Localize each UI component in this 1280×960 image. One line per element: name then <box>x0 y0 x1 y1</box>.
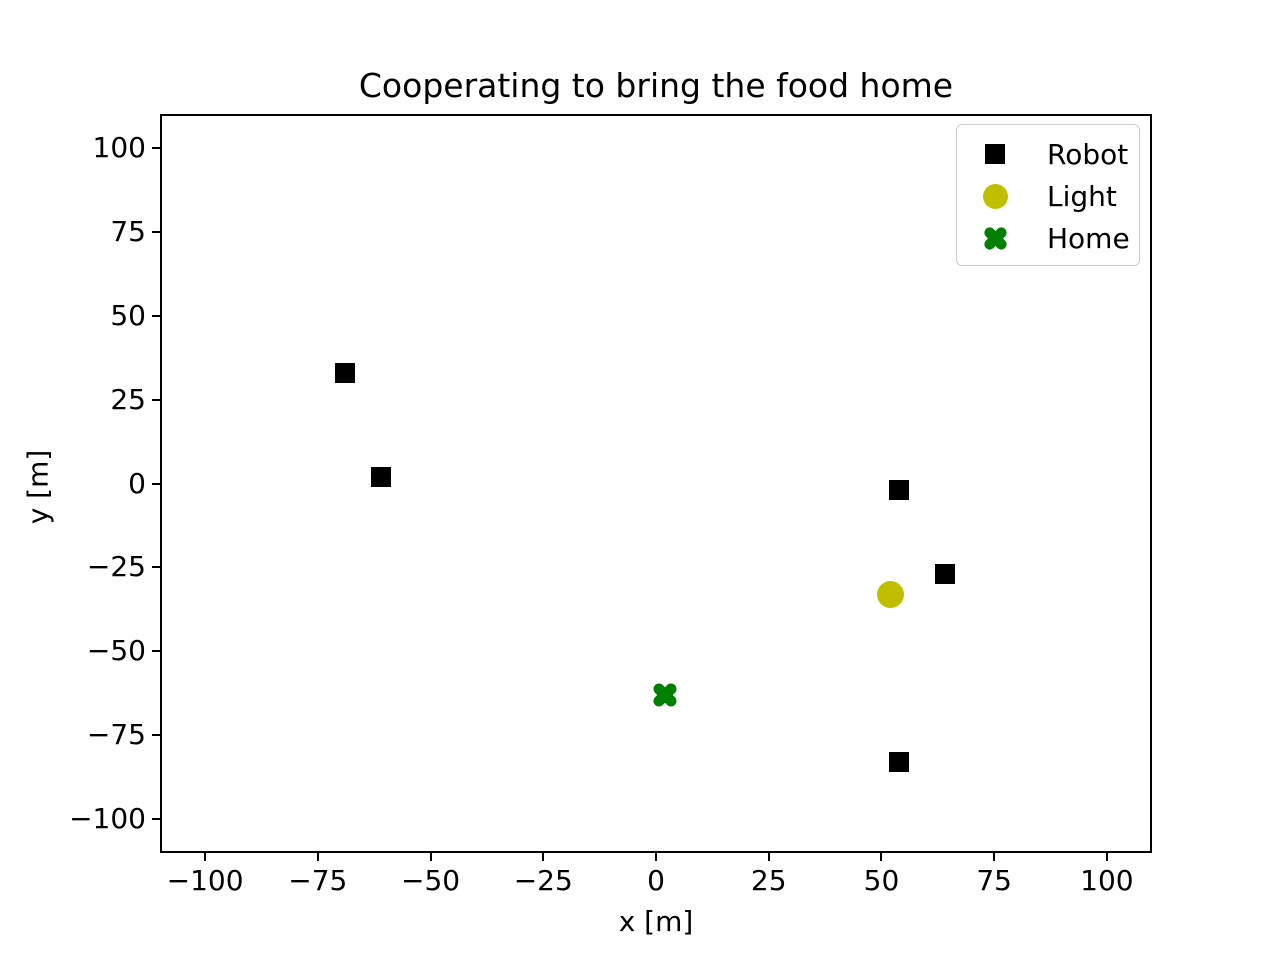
x-tick <box>767 853 770 861</box>
y-tick-label: −75 <box>86 718 146 752</box>
legend: Robot Light Home <box>956 124 1140 266</box>
x-tick <box>655 853 657 861</box>
y-tick-label: −100 <box>69 802 146 836</box>
y-tick <box>152 650 160 653</box>
home-x-icon <box>969 225 1021 252</box>
y-tick-label: 50 <box>110 298 146 332</box>
x-tick-label: −75 <box>288 864 348 897</box>
x-tick-label: −50 <box>400 864 461 897</box>
legend-label-robot: Robot <box>1047 137 1129 171</box>
y-tick-label: 25 <box>110 382 146 416</box>
y-tick-label: 75 <box>110 214 146 248</box>
x-tick <box>316 853 319 861</box>
x-axis-label: x [m] <box>618 905 694 938</box>
x-tick <box>204 853 207 861</box>
x-tick-label: −25 <box>513 864 573 897</box>
x-tick <box>542 853 545 861</box>
x-tick-label: 25 <box>750 864 787 897</box>
light-circle-icon <box>969 183 1021 209</box>
x-tick <box>1105 853 1108 861</box>
robot-square-icon <box>969 144 1021 164</box>
legend-item-light: Light <box>969 175 1127 217</box>
y-tick <box>152 146 160 149</box>
legend-label-home: Home <box>1047 221 1130 255</box>
legend-label-light: Light <box>1047 179 1117 213</box>
y-tick <box>152 314 160 317</box>
chart-title: Cooperating to bring the food home <box>358 66 954 105</box>
legend-item-robot: Robot <box>969 133 1129 175</box>
x-tick-label: 50 <box>863 864 900 897</box>
x-tick-label: 75 <box>976 864 1012 897</box>
y-tick <box>152 230 160 233</box>
y-tick <box>152 818 160 821</box>
y-tick <box>152 566 160 569</box>
x-tick-label: −100 <box>166 864 244 897</box>
y-tick <box>152 482 160 485</box>
y-tick-label: −50 <box>86 634 146 668</box>
x-tick <box>993 853 996 861</box>
legend-item-home: Home <box>969 217 1130 259</box>
y-axis-label: y [m] <box>21 449 55 525</box>
y-tick <box>152 734 160 737</box>
x-tick-label: 0 <box>647 864 665 897</box>
y-tick <box>152 398 160 401</box>
y-tick-label: 100 <box>92 130 146 164</box>
y-tick-label: −25 <box>86 550 146 584</box>
x-tick <box>429 853 432 861</box>
x-tick-label: 100 <box>1080 864 1134 897</box>
x-tick <box>880 853 883 861</box>
